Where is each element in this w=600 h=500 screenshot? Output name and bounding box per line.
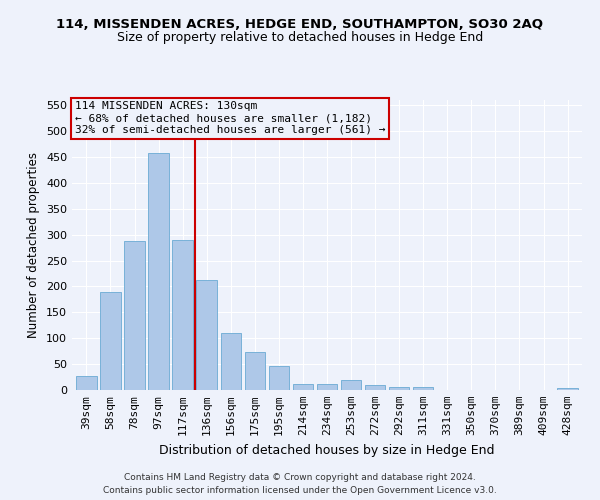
- Bar: [341, 380, 361, 390]
- Bar: [269, 366, 289, 390]
- Text: Contains HM Land Registry data © Crown copyright and database right 2024.: Contains HM Land Registry data © Crown c…: [124, 474, 476, 482]
- Bar: [172, 240, 193, 390]
- Bar: [293, 384, 313, 390]
- X-axis label: Distribution of detached houses by size in Hedge End: Distribution of detached houses by size …: [159, 444, 495, 456]
- Bar: [317, 384, 337, 390]
- Bar: [389, 387, 409, 390]
- Text: 114, MISSENDEN ACRES, HEDGE END, SOUTHAMPTON, SO30 2AQ: 114, MISSENDEN ACRES, HEDGE END, SOUTHAM…: [56, 18, 544, 30]
- Y-axis label: Number of detached properties: Number of detached properties: [28, 152, 40, 338]
- Text: Contains public sector information licensed under the Open Government Licence v3: Contains public sector information licen…: [103, 486, 497, 495]
- Bar: [100, 292, 121, 390]
- Bar: [365, 385, 385, 390]
- Text: 114 MISSENDEN ACRES: 130sqm
← 68% of detached houses are smaller (1,182)
32% of : 114 MISSENDEN ACRES: 130sqm ← 68% of det…: [74, 102, 385, 134]
- Bar: [245, 352, 265, 390]
- Bar: [413, 388, 433, 390]
- Text: Size of property relative to detached houses in Hedge End: Size of property relative to detached ho…: [117, 31, 483, 44]
- Bar: [148, 153, 169, 390]
- Bar: [196, 280, 217, 390]
- Bar: [221, 333, 241, 390]
- Bar: [557, 388, 578, 390]
- Bar: [76, 376, 97, 390]
- Bar: [124, 241, 145, 390]
